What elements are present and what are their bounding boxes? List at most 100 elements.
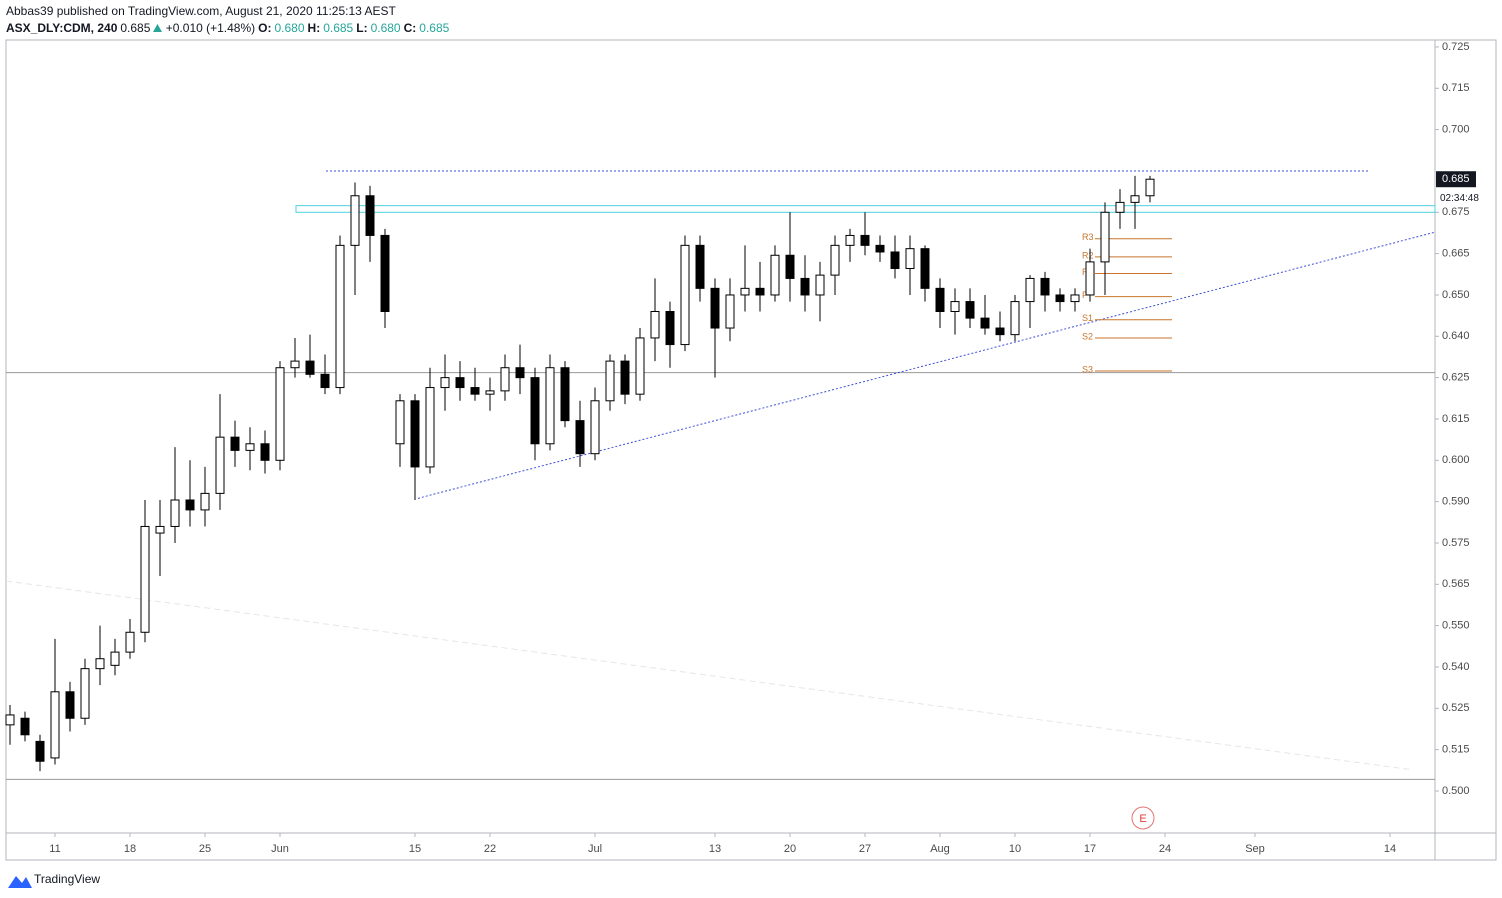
candle-body bbox=[500, 367, 510, 392]
candle-body bbox=[1010, 301, 1020, 336]
candle-body bbox=[905, 248, 915, 270]
candle-body bbox=[410, 400, 420, 468]
candle-body bbox=[470, 387, 480, 395]
last-price-box bbox=[1436, 171, 1476, 188]
x-tick-label: 14 bbox=[1384, 843, 1396, 855]
candle-body bbox=[830, 244, 840, 276]
y-tick-label: 0.650 bbox=[1442, 289, 1470, 301]
y-tick-label: 0.675 bbox=[1442, 206, 1470, 218]
x-tick-label: 18 bbox=[124, 843, 136, 855]
candle-body bbox=[425, 387, 435, 468]
x-tick-label: 17 bbox=[1084, 843, 1096, 855]
candle-body bbox=[485, 390, 495, 395]
candle-body bbox=[815, 274, 825, 296]
candle-body bbox=[740, 287, 750, 296]
y-tick-label: 0.615 bbox=[1442, 413, 1470, 425]
candle-body bbox=[185, 499, 195, 511]
pivot-label: R2 bbox=[1082, 250, 1094, 260]
candle-body bbox=[695, 244, 705, 289]
candle-body bbox=[125, 631, 135, 653]
y-tick-label: 0.550 bbox=[1442, 620, 1470, 632]
candle-body bbox=[20, 717, 30, 736]
candle-body bbox=[980, 317, 990, 329]
candle-body bbox=[365, 195, 375, 236]
y-tick-label: 0.625 bbox=[1442, 372, 1470, 384]
candle-body bbox=[380, 234, 390, 312]
pivot-label: R3 bbox=[1082, 232, 1094, 242]
candle-body bbox=[860, 234, 870, 246]
candle-body bbox=[260, 443, 270, 461]
candle-body bbox=[80, 668, 90, 719]
x-tick-label: 25 bbox=[199, 843, 211, 855]
pivot-label: S2 bbox=[1082, 331, 1093, 341]
l-value: 0.680 bbox=[370, 21, 401, 35]
y-tick-label: 0.590 bbox=[1442, 496, 1470, 508]
legend: ASX_DLY:CDM, 240 0.685 +0.010 (+1.48%) O: 0… bbox=[6, 21, 452, 35]
candle-body bbox=[110, 651, 120, 666]
last: 0.685 bbox=[120, 21, 151, 35]
candle-body bbox=[35, 740, 45, 762]
candle-body bbox=[320, 373, 330, 389]
candle-body bbox=[140, 525, 150, 633]
candle-body bbox=[170, 499, 180, 527]
last-price-label: 0.685 bbox=[1442, 173, 1470, 185]
candle-body bbox=[890, 251, 900, 270]
candle-body bbox=[995, 327, 1005, 336]
candle-body bbox=[650, 310, 660, 339]
symbol: ASX_DLY:CDM, 240 bbox=[6, 21, 118, 35]
y-tick-label: 0.640 bbox=[1442, 330, 1470, 342]
candle-body bbox=[155, 525, 165, 534]
y-tick-label: 0.665 bbox=[1442, 248, 1470, 260]
x-tick-label: 15 bbox=[409, 843, 421, 855]
pivot-label: P bbox=[1082, 290, 1088, 300]
candle-body bbox=[65, 691, 75, 719]
candle-body bbox=[515, 367, 525, 379]
candle-body bbox=[305, 360, 315, 375]
brand: TradingView bbox=[34, 872, 100, 886]
y-tick-label: 0.575 bbox=[1442, 537, 1470, 549]
zone bbox=[295, 205, 1436, 213]
x-tick-label: 11 bbox=[49, 843, 60, 855]
c-value: 0.685 bbox=[419, 21, 450, 35]
x-tick-label: 24 bbox=[1159, 843, 1171, 855]
x-tick-label: 10 bbox=[1009, 843, 1021, 855]
candle-body bbox=[455, 377, 465, 389]
candle-body bbox=[545, 367, 555, 445]
candle-body bbox=[215, 436, 225, 494]
pivot-label: S3 bbox=[1082, 364, 1093, 374]
candle-body bbox=[935, 287, 945, 312]
y-tick-label: 0.715 bbox=[1442, 82, 1470, 94]
candle-body bbox=[755, 287, 765, 296]
y-tick-label: 0.565 bbox=[1442, 578, 1470, 590]
y-tick-label: 0.725 bbox=[1442, 41, 1470, 53]
y-tick-label: 0.525 bbox=[1442, 702, 1470, 714]
candle-body bbox=[575, 420, 585, 455]
x-tick-label: 27 bbox=[859, 843, 871, 855]
x-tick-label: Jun bbox=[271, 843, 289, 855]
candle-body bbox=[5, 714, 15, 726]
trendline bbox=[417, 231, 1436, 499]
candle-body bbox=[605, 360, 615, 402]
candle-body bbox=[95, 658, 105, 670]
candle-body bbox=[875, 244, 885, 253]
x-tick-label: 20 bbox=[784, 843, 796, 855]
candle-body bbox=[560, 367, 570, 422]
candle-body bbox=[725, 294, 735, 329]
y-tick-label: 0.515 bbox=[1442, 744, 1470, 756]
candle-body bbox=[950, 301, 960, 312]
x-tick-label: Aug bbox=[930, 843, 950, 855]
event-marker bbox=[1131, 806, 1155, 830]
candle-body bbox=[665, 310, 675, 346]
pivot-label: S1 bbox=[1082, 313, 1093, 323]
faint-line bbox=[5, 580, 1411, 771]
c-label: C: bbox=[403, 21, 417, 35]
candle-body bbox=[710, 287, 720, 329]
candle-body bbox=[635, 337, 645, 395]
l-label: L: bbox=[356, 21, 368, 35]
candle-body bbox=[1145, 178, 1155, 197]
candle-body bbox=[1085, 261, 1095, 296]
candle-body bbox=[290, 360, 300, 369]
candle-body bbox=[230, 436, 240, 451]
